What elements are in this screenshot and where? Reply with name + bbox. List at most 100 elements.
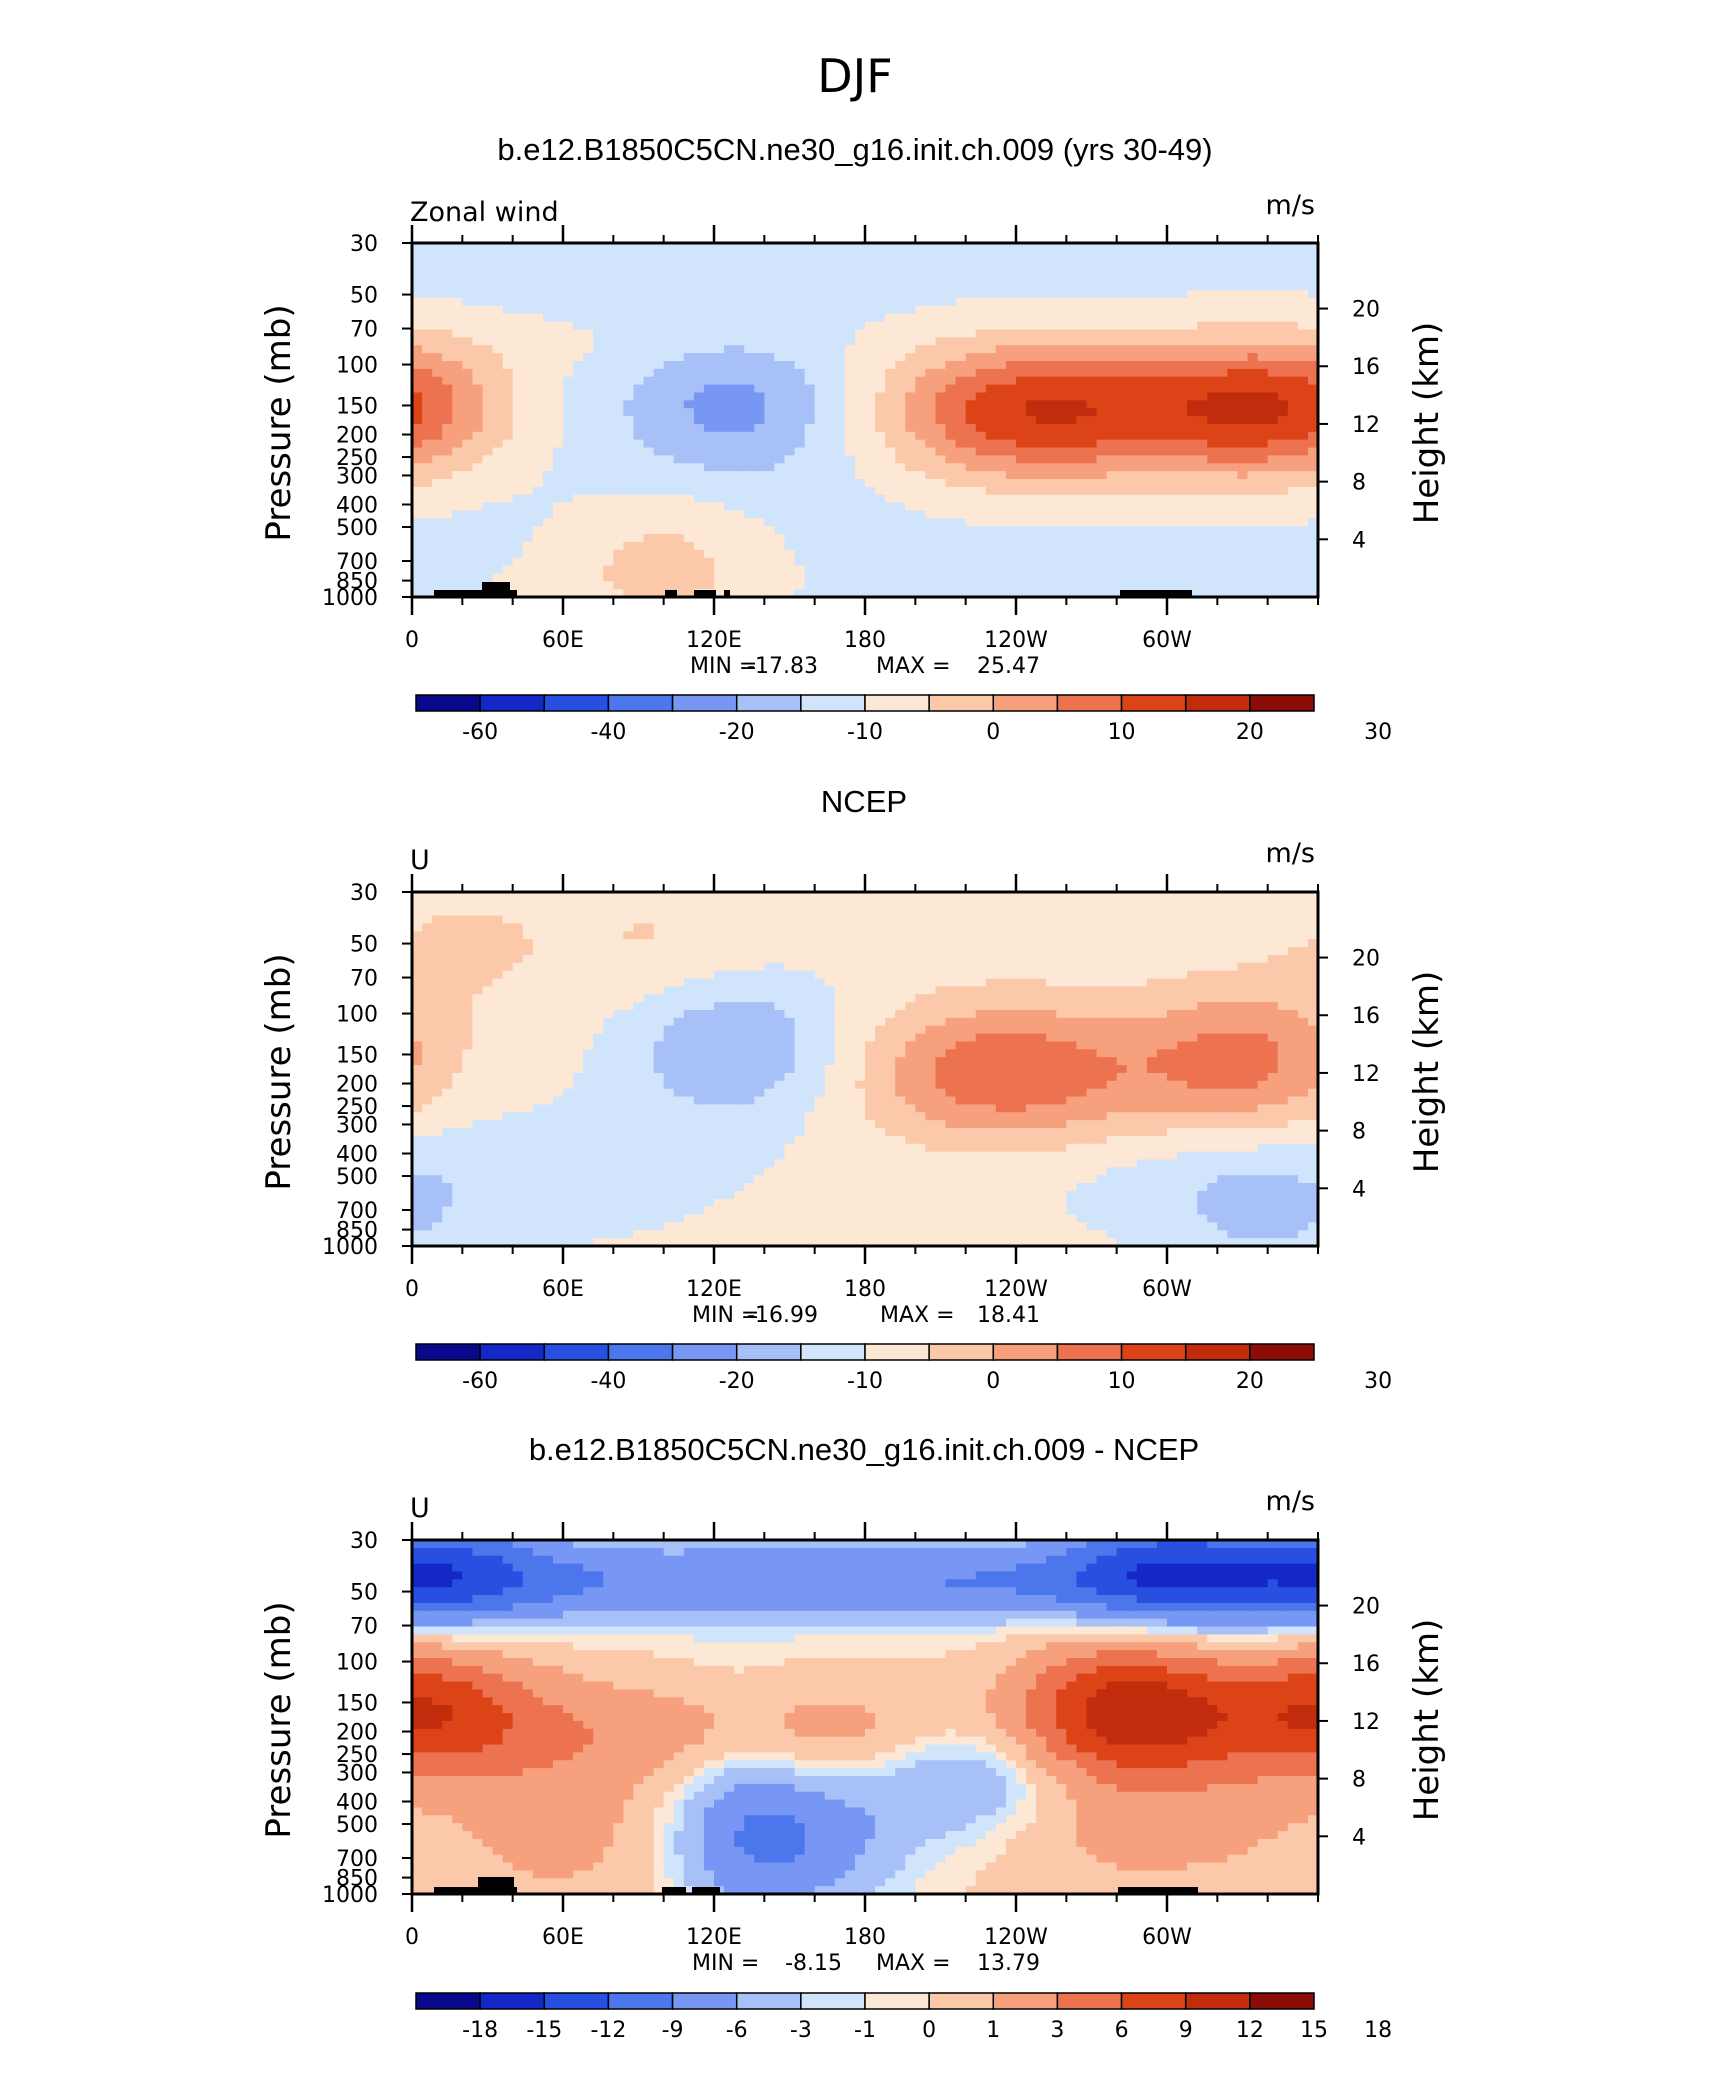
field-cell <box>774 250 786 260</box>
field-cell <box>814 305 826 315</box>
field-cell <box>925 368 937 378</box>
field-cell <box>804 899 816 909</box>
field-cell <box>854 400 866 409</box>
field-cell <box>925 526 937 535</box>
field-cell <box>865 337 876 346</box>
field-cell <box>643 250 655 260</box>
field-cell <box>633 368 645 378</box>
field-cell <box>522 321 534 331</box>
field-cell <box>653 541 665 551</box>
field-cell <box>583 313 594 323</box>
field-cell <box>724 939 735 948</box>
field-cell <box>774 337 786 346</box>
field-cell <box>683 510 695 519</box>
field-cell <box>804 416 816 425</box>
field-cell <box>1187 368 1198 378</box>
field-cell <box>1287 368 1299 378</box>
field-cell <box>643 581 655 590</box>
field-cell <box>804 345 816 354</box>
field-cell <box>844 313 856 323</box>
field-cell <box>532 455 544 464</box>
field-cell <box>1046 494 1057 504</box>
field-cell <box>1066 282 1077 291</box>
field-cell <box>804 526 816 535</box>
field-cell <box>1096 526 1108 535</box>
field-cell <box>1036 431 1047 441</box>
field-cell <box>824 479 836 488</box>
field-cell <box>925 384 937 394</box>
field-cell <box>824 915 836 925</box>
field-cell <box>683 907 695 917</box>
field-cell <box>593 581 604 590</box>
field-cell <box>593 298 604 307</box>
field-cell <box>1177 439 1188 449</box>
field-cell <box>1287 345 1299 354</box>
field-cell <box>1277 305 1289 315</box>
field-cell <box>1207 471 1218 480</box>
field-cell <box>1197 290 1208 299</box>
field-cell <box>1076 931 1088 940</box>
field-cell <box>1046 298 1057 307</box>
field-cell <box>472 557 484 567</box>
field-cell <box>885 954 896 964</box>
field-cell <box>603 376 614 386</box>
field-cell <box>412 947 423 956</box>
field-cell <box>895 298 906 307</box>
field-cell <box>1056 400 1067 409</box>
field-cell <box>623 494 635 504</box>
field-cell <box>532 915 544 925</box>
field-cell <box>784 557 796 567</box>
field-cell <box>472 954 484 964</box>
field-cell <box>482 541 494 551</box>
field-cell <box>935 471 947 480</box>
field-cell <box>1106 479 1118 488</box>
field-cell <box>1167 337 1178 346</box>
field-cell <box>1237 392 1249 401</box>
field-cell <box>663 258 675 268</box>
field-cell <box>1197 939 1208 948</box>
field-cell <box>814 581 826 590</box>
field-cell <box>925 471 937 480</box>
field-cell <box>1005 939 1017 948</box>
y-tick-label: 850 <box>336 570 378 595</box>
field-cell <box>673 471 685 480</box>
field-cell <box>1287 290 1299 299</box>
field-cell <box>965 290 977 299</box>
field-cell <box>1156 939 1168 948</box>
field-cell <box>1156 486 1168 496</box>
field-cell <box>552 376 564 386</box>
field-cell <box>784 313 796 323</box>
field-cell <box>1005 510 1017 519</box>
field-cell <box>794 486 806 496</box>
field-cell <box>643 455 655 464</box>
field-cell <box>985 557 997 567</box>
field-cell <box>875 954 886 964</box>
field-cell <box>905 581 916 590</box>
field-cell <box>804 573 816 582</box>
field-cell <box>965 541 977 551</box>
field-cell <box>955 282 967 291</box>
field-cell <box>623 345 635 354</box>
field-cell <box>714 939 725 948</box>
field-cell <box>1096 494 1108 504</box>
field-cell <box>1307 549 1318 559</box>
field-cell <box>1257 368 1269 378</box>
field-cell <box>854 565 866 574</box>
field-cell <box>693 345 705 354</box>
field-cell <box>1197 479 1208 488</box>
field-cell <box>613 518 624 527</box>
field-cell <box>824 589 836 597</box>
field-cell <box>1136 573 1148 582</box>
field-cell <box>1016 502 1027 512</box>
field-cell <box>734 447 745 456</box>
field-cell <box>875 345 886 354</box>
field-cell <box>1247 565 1259 574</box>
field-cell <box>1237 345 1249 354</box>
field-cell <box>915 455 926 464</box>
field-cell <box>1227 439 1239 449</box>
field-cell <box>1207 384 1218 394</box>
field-cell <box>945 416 957 425</box>
field-cell <box>643 907 655 917</box>
field-cell <box>865 463 876 472</box>
field-cell <box>895 534 906 543</box>
